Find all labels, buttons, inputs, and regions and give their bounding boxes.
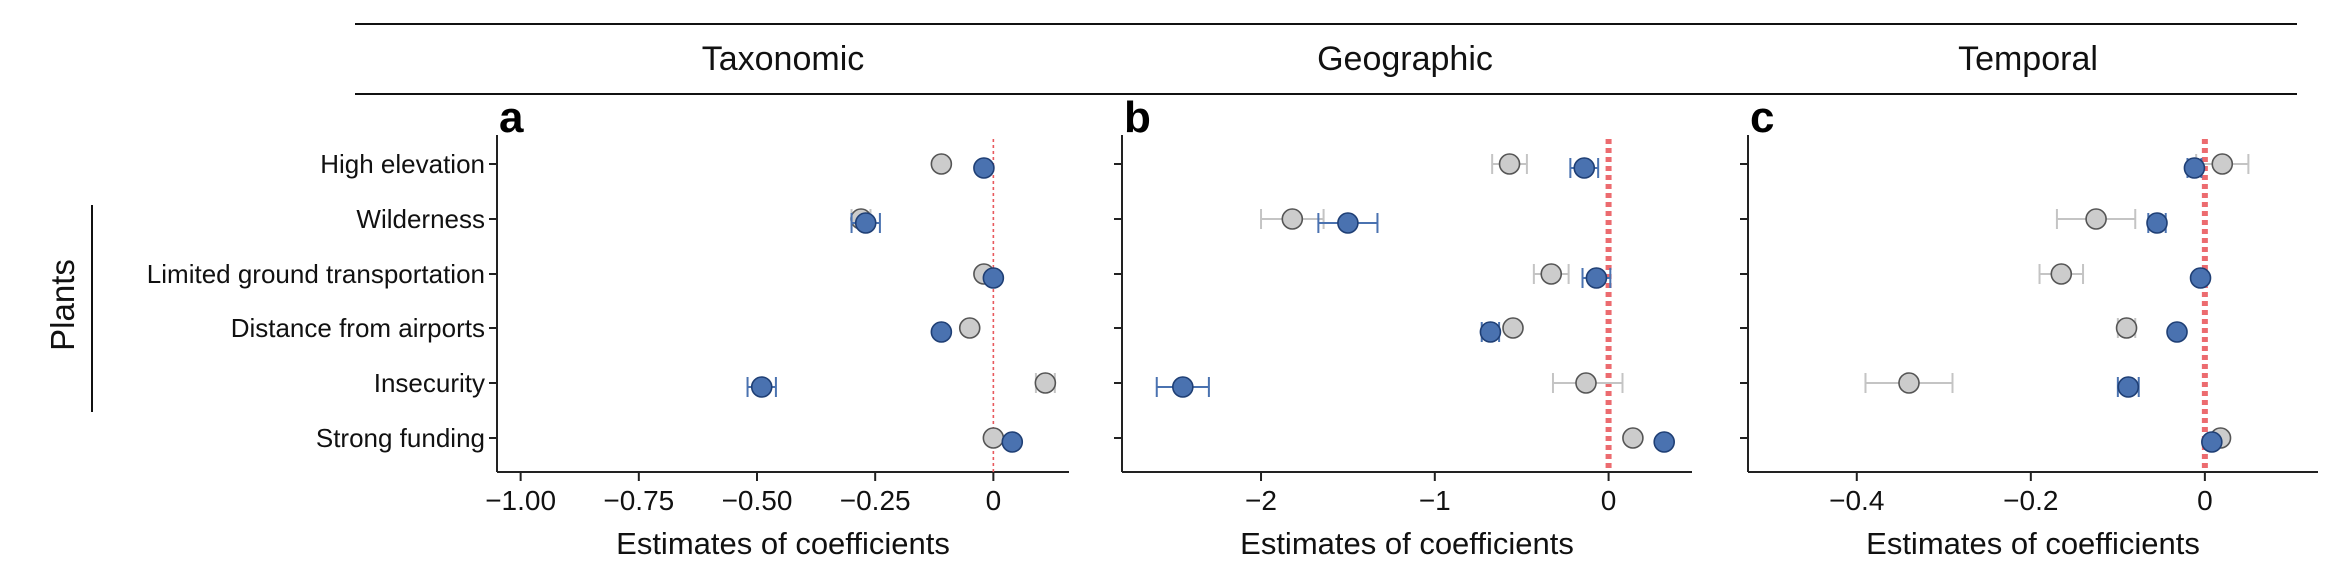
data-point: [2146, 212, 2168, 234]
x-tick-label: −0.25: [840, 485, 911, 516]
data-point: [854, 212, 877, 234]
data-point: [2085, 208, 2107, 230]
data-point: [1898, 372, 1920, 394]
data-point: [973, 157, 995, 179]
header-band: [355, 23, 2297, 95]
data-point: [1585, 267, 1608, 289]
x-tick-label: −1: [1419, 485, 1451, 516]
data-point: [982, 267, 1005, 289]
data-point: [982, 427, 1005, 449]
panel-letter: b: [1124, 93, 1151, 142]
data-point: [2211, 153, 2234, 175]
panel-b: −2 −1 0 Estimates of coefficients b: [1114, 93, 1692, 561]
data-point: [1575, 372, 1597, 394]
header-temporal: Temporal: [1958, 40, 2098, 78]
x-tick-label: 0: [986, 485, 1002, 516]
x-tick-label: −0.2: [2003, 485, 2058, 516]
data-point: [2050, 263, 2073, 285]
data-point: [1498, 153, 1521, 175]
x-tick-label: −0.4: [1829, 485, 1884, 516]
data-point: [750, 376, 773, 398]
data-point: [2183, 157, 2206, 179]
category-label: Insecurity: [374, 368, 485, 398]
panel-c: −0.4 −0.2 0 Estimates of coefficients c: [1740, 93, 2318, 561]
data-point: [1540, 263, 1563, 285]
data-point: [2189, 267, 2212, 289]
x-tick-label: 0: [1601, 485, 1617, 516]
x-axis-title: Estimates of coefficients: [1240, 526, 1574, 561]
category-label: Strong funding: [316, 423, 485, 453]
x-tick-label: −0.75: [603, 485, 674, 516]
category-labels: High elevation Wilderness Limited ground t…: [147, 149, 485, 453]
x-axis-title: Estimates of coefficients: [616, 526, 950, 561]
panel-letter: c: [1750, 93, 1774, 142]
data-point: [1337, 212, 1359, 234]
data-point: [1573, 157, 1596, 179]
data-point: [2166, 321, 2188, 343]
data-point: [1479, 321, 1502, 343]
x-tick-label: −1.00: [485, 485, 556, 516]
x-axis-title: Estimates of coefficients: [1866, 526, 2200, 561]
data-point: [2201, 431, 2223, 453]
category-label: Limited ground transportation: [147, 259, 485, 289]
data-point: [1034, 372, 1057, 394]
group-label-plants: Plants: [44, 259, 81, 351]
category-label: Wilderness: [356, 204, 485, 234]
data-point: [930, 321, 953, 343]
x-tick-label: −0.50: [722, 485, 793, 516]
category-label: High elevation: [320, 149, 485, 179]
header-geographic: Geographic: [1317, 40, 1493, 78]
panel-a: −1.00 −0.75 −0.50 −0.25 0 Estimates of coeffi…: [485, 93, 1069, 561]
data-point: [1001, 431, 1024, 453]
data-point: [1502, 317, 1524, 339]
data-point: [2115, 317, 2138, 339]
data-point: [958, 317, 981, 339]
data-point: [2117, 376, 2140, 398]
x-tick-label: 0: [2197, 485, 2213, 516]
data-point: [1281, 208, 1304, 230]
x-tick-label: −2: [1245, 485, 1277, 516]
data-point: [930, 153, 953, 175]
header-taxonomic: Taxonomic: [701, 40, 865, 78]
data-point: [1622, 427, 1644, 449]
data-point: [1172, 376, 1194, 398]
panel-letter: a: [499, 93, 524, 142]
category-label: Distance from airports: [231, 313, 485, 343]
data-point: [1653, 431, 1675, 453]
